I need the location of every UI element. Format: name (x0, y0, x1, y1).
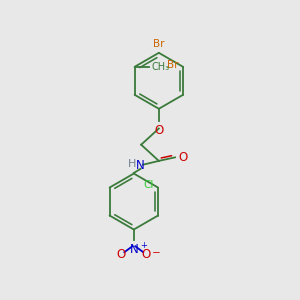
Text: O: O (154, 124, 164, 137)
Text: N: N (130, 243, 139, 256)
Text: Br: Br (167, 60, 178, 70)
Text: O: O (117, 248, 126, 261)
Text: Cl: Cl (143, 180, 154, 190)
Text: O: O (179, 151, 188, 164)
Text: CH₃: CH₃ (152, 62, 169, 72)
Text: −: − (152, 248, 161, 258)
Text: O: O (142, 248, 151, 261)
Text: H: H (128, 158, 136, 169)
Text: N: N (136, 159, 145, 172)
Text: Br: Br (153, 39, 165, 49)
Text: +: + (140, 241, 147, 250)
